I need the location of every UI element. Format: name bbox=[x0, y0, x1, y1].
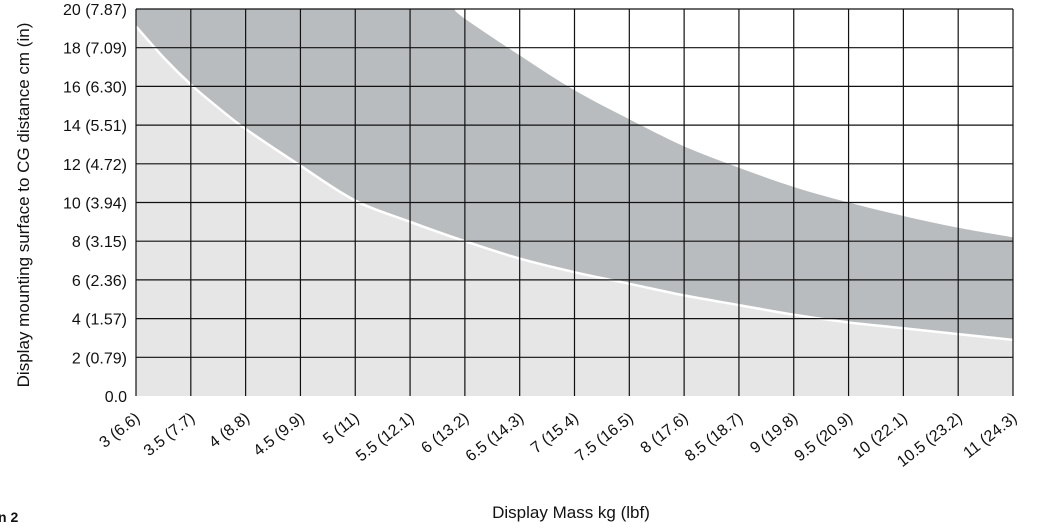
x-axis-title: Display Mass kg (lbf) bbox=[492, 503, 650, 522]
corner-note: n 2 bbox=[0, 509, 18, 525]
x-tick-label: 6.5 (14.3) bbox=[463, 410, 527, 466]
y-tick-label: 2 (0.79) bbox=[72, 350, 127, 367]
y-tick-label: 6 (2.36) bbox=[72, 273, 127, 290]
y-tick-label: 18 (7.09) bbox=[63, 41, 127, 58]
x-tick-label: 8.5 (18.7) bbox=[682, 410, 746, 466]
x-tick-label: 9.5 (20.9) bbox=[792, 410, 856, 466]
y-tick-label: 8 (3.15) bbox=[72, 234, 127, 251]
y-tick-label: 20 (7.87) bbox=[63, 2, 127, 19]
outside-region bbox=[453, 9, 1013, 238]
y-tick-labels: 0.0 2 (0.79) 4 (1.57) 6 (2.36) 8 (3.15) 10 (3… bbox=[63, 2, 127, 406]
y-tick-label: 12 (4.72) bbox=[63, 157, 127, 174]
y-tick-label: 14 (5.51) bbox=[63, 118, 127, 135]
x-tick-label: 5.5 (12.1) bbox=[353, 410, 417, 466]
x-tick-labels: 3 (6.6)3.5 (7.7) 4 (8.8)4.5 (9.9) 5 (11)5.… bbox=[97, 410, 1021, 471]
y-tick-label: 10 (3.94) bbox=[63, 196, 127, 213]
y-tick-label: 16 (6.30) bbox=[63, 79, 127, 96]
x-tick-label: 4 (8.8) bbox=[206, 410, 253, 452]
y-tick-label: 4 (1.57) bbox=[72, 312, 127, 329]
x-tick-label: 11 (24.3) bbox=[960, 410, 1020, 462]
x-tick-label: 5 (11) bbox=[320, 410, 362, 448]
x-tick-label: 3.5 (7.7) bbox=[141, 410, 198, 460]
x-tick-label: 4.5 (9.9) bbox=[250, 410, 307, 460]
chart-grid bbox=[135, 8, 1014, 396]
y-tick-label: 0.0 bbox=[105, 389, 127, 406]
y-axis-title: Display mounting surface to CG distance … bbox=[14, 23, 33, 388]
x-tick-label: 3 (6.6) bbox=[97, 410, 144, 452]
x-tick-label: 7.5 (16.5) bbox=[572, 410, 636, 466]
